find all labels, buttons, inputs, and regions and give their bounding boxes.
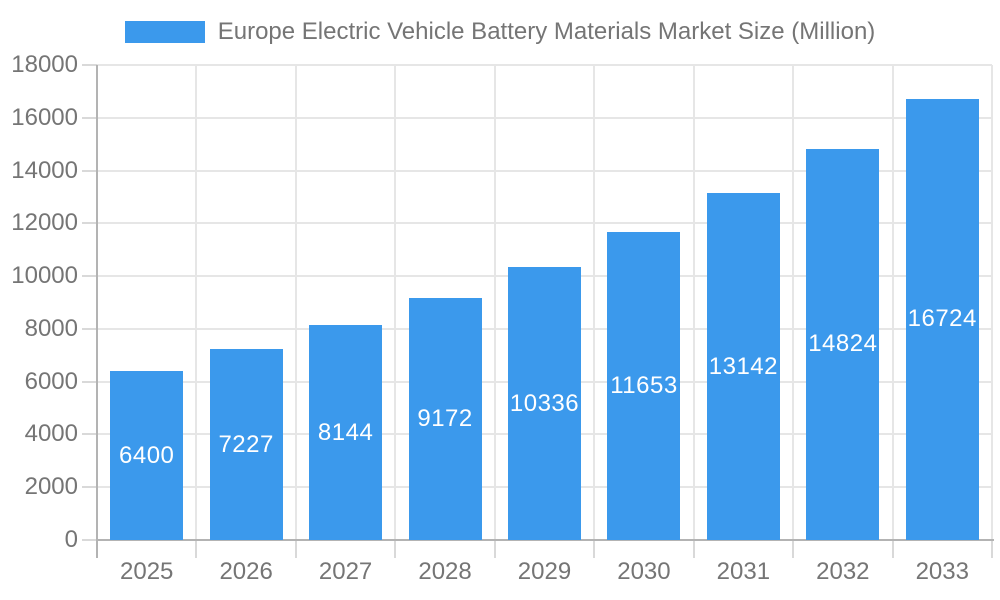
y-axis-tick — [82, 486, 97, 489]
h-gridline — [97, 222, 992, 225]
v-gridline — [294, 65, 297, 540]
legend-label: Europe Electric Vehicle Battery Material… — [217, 18, 876, 45]
bar-value-label: 13142 — [708, 352, 778, 380]
bar-2027[interactable]: 8144 — [309, 325, 383, 540]
bar-2025[interactable]: 6400 — [110, 371, 184, 540]
y-axis-label: 8000 — [24, 314, 78, 342]
x-axis-tick — [792, 540, 795, 558]
bar-value-label: 8144 — [317, 418, 374, 446]
y-axis-line — [96, 65, 98, 558]
x-axis-tick — [294, 540, 297, 558]
y-axis-tick — [82, 222, 97, 225]
v-gridline — [792, 65, 795, 540]
v-gridline — [891, 65, 894, 540]
y-axis-label: 10000 — [11, 262, 78, 290]
v-gridline — [195, 65, 198, 540]
v-gridline — [991, 65, 993, 540]
legend-swatch-icon — [124, 21, 205, 43]
x-axis-tick — [692, 540, 695, 558]
bar-2033[interactable]: 16724 — [905, 98, 979, 540]
bar-2026[interactable]: 7227 — [209, 349, 283, 540]
legend-item[interactable]: Europe Electric Vehicle Battery Material… — [0, 17, 1000, 47]
bar-value-label: 11653 — [610, 372, 678, 400]
bar-value-label: 7227 — [218, 430, 274, 458]
y-axis-label: 0 — [64, 526, 78, 553]
x-axis-label: 2028 — [418, 558, 472, 585]
x-axis-tick — [493, 540, 496, 558]
y-axis-tick — [82, 116, 97, 119]
bar-value-label: 9172 — [417, 404, 473, 432]
bar-value-label: 16724 — [907, 305, 977, 333]
y-axis-label: 4000 — [24, 420, 78, 448]
x-axis-tick — [394, 540, 397, 558]
v-gridline — [692, 65, 695, 540]
x-axis-tick — [991, 540, 993, 558]
x-axis-label: 2030 — [617, 558, 671, 585]
bar-2029[interactable]: 10336 — [508, 267, 581, 540]
x-axis-label: 2029 — [517, 558, 572, 585]
x-axis-label: 2027 — [318, 558, 373, 585]
y-axis-tick — [82, 380, 97, 383]
v-gridline — [493, 65, 496, 540]
y-axis-label: 18000 — [11, 51, 78, 78]
x-axis-label: 2032 — [816, 558, 870, 585]
v-gridline — [593, 65, 596, 540]
x-axis-tick — [195, 540, 198, 558]
bar-2030[interactable]: 11653 — [607, 232, 681, 540]
y-axis-tick — [82, 64, 97, 66]
y-axis-tick — [82, 169, 97, 172]
x-axis-line — [96, 539, 994, 541]
bar-value-label: 10336 — [509, 389, 580, 417]
y-axis-label: 2000 — [24, 473, 78, 501]
bar-value-label: 6400 — [119, 441, 175, 469]
y-axis-tick — [82, 327, 97, 330]
bar-value-label: 14824 — [808, 330, 878, 358]
y-axis-label: 16000 — [11, 103, 78, 131]
x-axis-tick — [891, 540, 894, 558]
x-axis-label: 2025 — [120, 558, 174, 585]
h-gridline — [97, 64, 992, 66]
y-axis-tick — [82, 433, 97, 436]
x-axis-label: 2033 — [915, 558, 969, 585]
bar-2028[interactable]: 9172 — [408, 297, 482, 540]
bar-2032[interactable]: 14824 — [806, 148, 880, 540]
bar-2031[interactable]: 13142 — [706, 193, 780, 540]
h-gridline — [97, 169, 992, 172]
y-axis-label: 6000 — [24, 367, 78, 395]
h-gridline — [97, 116, 992, 119]
x-axis-label: 2026 — [219, 558, 273, 585]
y-axis-tick — [82, 275, 97, 278]
x-axis-label: 2031 — [716, 558, 771, 585]
y-axis-label: 14000 — [11, 156, 78, 184]
v-gridline — [394, 65, 397, 540]
y-axis-tick — [82, 539, 97, 541]
y-axis-label: 12000 — [11, 209, 78, 237]
x-axis-tick — [593, 540, 596, 558]
